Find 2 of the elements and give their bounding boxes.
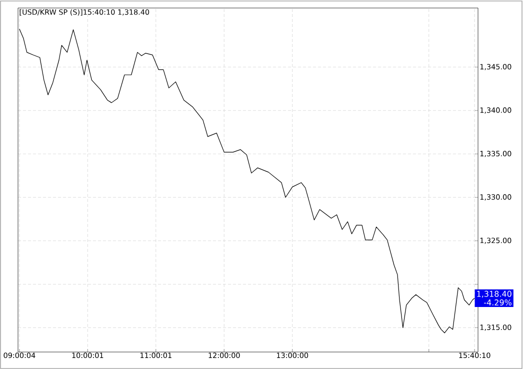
annotation: 1,318.40	[477, 290, 512, 298]
text: -4.29%	[484, 299, 512, 306]
